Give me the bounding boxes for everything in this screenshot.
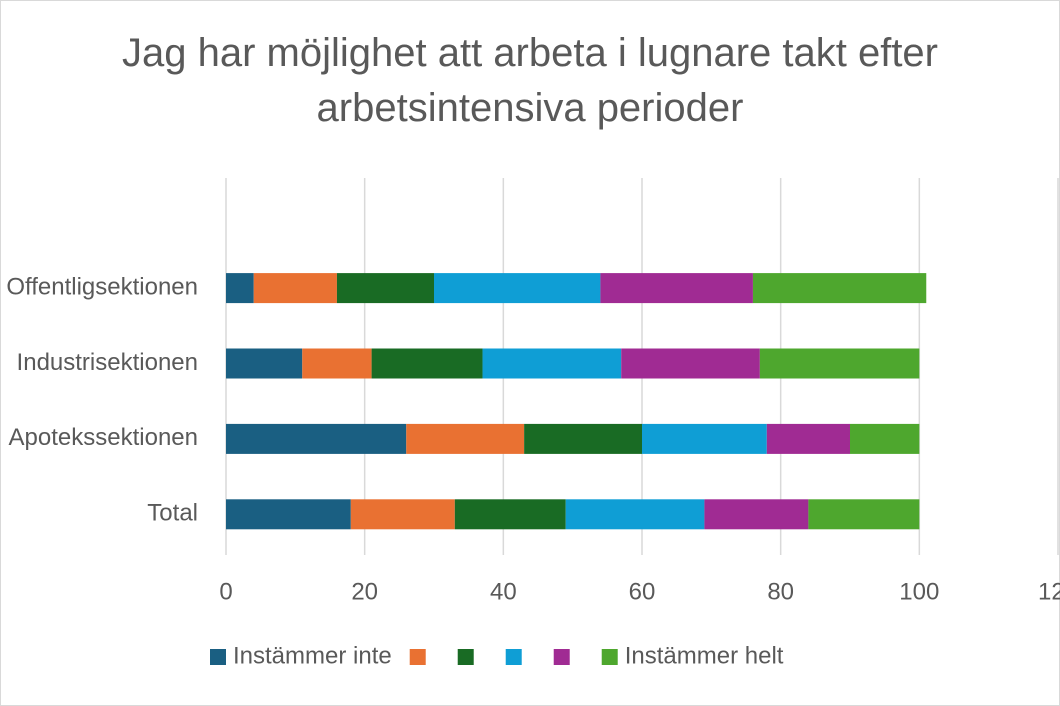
x-tick-label: 20 [351,578,378,605]
bar-segment [766,423,850,454]
bar-segment [600,273,753,304]
bar-segment [524,423,642,454]
bar-segment [642,423,767,454]
y-tick-label: Total [147,500,198,527]
bar-segment [565,499,705,530]
bar-segment [454,499,566,530]
bar-segment [226,499,351,530]
bar-segment [621,348,760,379]
bar-segment [302,348,372,379]
x-tick-label: 0 [219,578,232,605]
bar-segment [704,499,809,530]
bar-segment [226,423,407,454]
bar-segment [350,499,455,530]
legend-swatch [505,649,522,665]
legend-swatch [457,649,474,665]
bar-segment [434,273,601,304]
bar-segment [850,423,920,454]
legend-swatch [210,649,226,665]
y-tick-label: Industrisektionen [17,349,198,376]
legend-swatch [553,649,570,665]
bar-segment [336,273,434,304]
legend-swatch [601,649,618,665]
legend-swatch [409,649,426,665]
bar-segment [406,423,525,454]
bar-segment [226,348,303,379]
bar-segment [253,273,337,304]
bar-segment [482,348,622,379]
bar-segment [226,273,254,304]
y-tick-label: Apotekssektionen [9,424,198,451]
bar-segment [759,348,920,379]
x-tick-label: 40 [490,578,517,605]
bar-segment [371,348,483,379]
bar-segment [752,273,927,304]
legend-label: Instämmer inte [233,642,392,669]
x-tick-label: 60 [629,578,656,605]
y-tick-label: Offentligsektionen [6,273,198,300]
chart-title: Jag har möjlighet att arbeta i lugnare t… [121,31,938,130]
x-tick-label: 100 [899,578,939,605]
bar-segment [808,499,920,530]
x-tick-label: 80 [767,578,794,605]
legend-label: Instämmer helt [625,642,784,669]
x-tick-label: 120 [1038,578,1060,605]
